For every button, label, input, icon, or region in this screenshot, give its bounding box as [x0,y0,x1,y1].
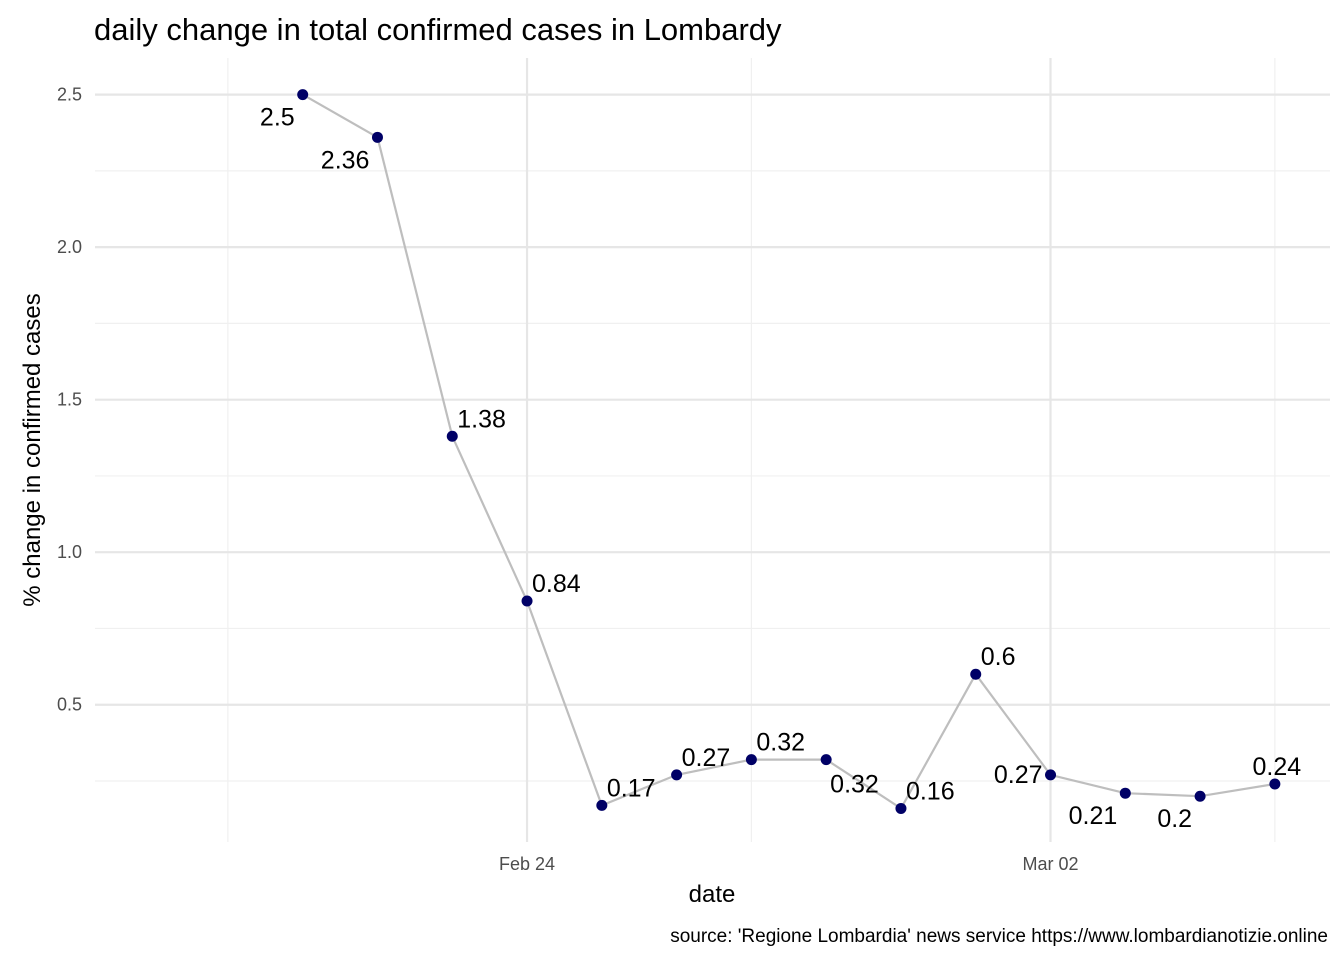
data-point [297,89,309,101]
data-point [1269,778,1281,790]
data-label: 0.24 [1253,753,1302,781]
y-tick-label: 0.5 [57,695,82,715]
data-points [297,89,1281,814]
data-label: 0.6 [981,643,1016,671]
data-label: 0.2 [1157,805,1192,833]
data-label: 0.32 [756,729,805,757]
data-label: 1.38 [457,405,506,433]
x-tick-label: Mar 02 [1023,854,1079,874]
data-point [671,769,683,781]
data-label: 2.36 [321,146,370,174]
data-point [596,799,608,811]
data-label: 0.16 [906,777,955,805]
y-axis-title: % change in confirmed cases [19,293,46,607]
data-point [521,595,533,607]
x-axis-ticks: Feb 24 Mar 02 [499,854,1079,874]
chart-title: daily change in total confirmed cases in… [94,12,782,47]
source-caption: source: 'Regione Lombardia' news service… [670,926,1328,947]
y-tick-label: 2.0 [57,237,82,257]
series-line [302,93,1276,810]
data-label: 0.27 [994,761,1043,789]
data-point [745,754,757,766]
grid [95,58,1330,842]
data-label: 0.21 [1069,802,1118,830]
data-labels: 2.5 2.36 1.38 0.84 0.17 0.27 0.32 0.32 0.16 0.6 0.… [260,104,1301,834]
data-point [970,668,982,680]
data-point [895,802,907,814]
data-label: 0.17 [607,774,656,802]
data-point [820,754,832,766]
y-tick-label: 1.0 [57,542,82,562]
data-point [446,430,458,442]
data-label: 0.84 [532,570,581,598]
y-axis-ticks: 0.5 1.0 1.5 2.0 2.5 [57,85,82,715]
data-label: 2.5 [260,104,295,132]
y-tick-label: 2.5 [57,85,82,105]
data-label: 0.32 [830,771,879,799]
y-tick-label: 1.5 [57,390,82,410]
data-point [1119,787,1131,799]
data-point [1045,769,1057,781]
data-label: 0.27 [682,744,731,772]
x-axis-title: date [689,881,736,908]
x-tick-label: Feb 24 [499,854,555,874]
data-point [371,131,383,143]
data-point [1194,790,1206,802]
